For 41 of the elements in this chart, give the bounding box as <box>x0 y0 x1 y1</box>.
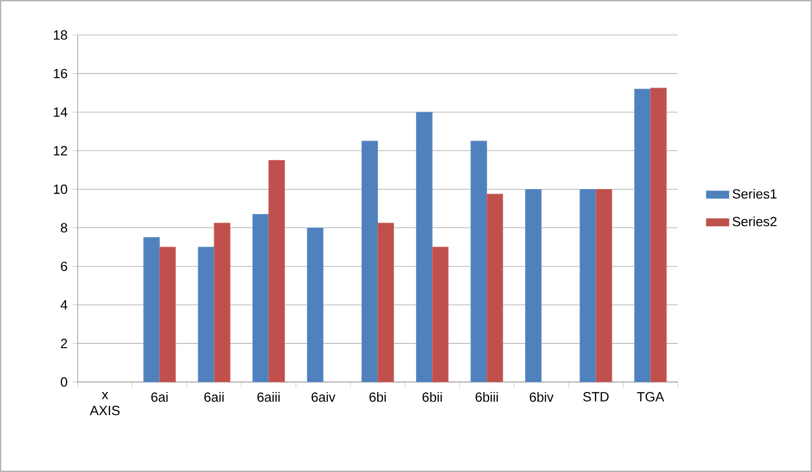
bar <box>634 88 651 382</box>
bar <box>143 237 160 382</box>
legend-label: Series2 <box>732 216 777 226</box>
x-tick-label: STD <box>583 392 609 402</box>
x-tick-label: 6aiii <box>257 392 280 402</box>
x-tick-label: 6bii <box>422 392 442 402</box>
y-tick-label: 2 <box>60 338 68 348</box>
y-tick-label: 18 <box>54 30 68 40</box>
bar <box>159 246 176 382</box>
y-tick-label: 14 <box>54 108 68 117</box>
bar <box>596 188 612 382</box>
bar <box>416 112 433 382</box>
bar <box>470 140 488 382</box>
bar <box>432 246 449 382</box>
y-tick-label: 4 <box>60 300 68 310</box>
bar <box>252 214 269 382</box>
bar <box>214 222 230 382</box>
y-tick-label: 6 <box>60 262 68 272</box>
bar <box>525 188 542 382</box>
x-tick-label: 6ai <box>151 392 168 402</box>
y-tick-label: 8 <box>60 223 68 232</box>
y-tick-label: 10 <box>54 184 68 194</box>
legend-label: Series1 <box>732 188 777 199</box>
bar <box>198 246 214 382</box>
x-tick-label: x AXIS <box>90 392 120 416</box>
bar <box>650 88 667 382</box>
bar <box>268 160 285 382</box>
bar <box>486 194 504 382</box>
bar <box>377 222 394 382</box>
bar <box>361 140 378 382</box>
x-tick-label: 6biii <box>476 392 498 402</box>
bar <box>306 228 324 382</box>
y-tick-label: 12 <box>54 146 68 156</box>
y-tick-label: 0 <box>60 377 68 387</box>
x-tick-label: 6aiv <box>312 392 336 402</box>
x-tick-label: TGA <box>637 392 664 402</box>
bar <box>580 188 596 382</box>
y-tick-label: 16 <box>54 68 68 78</box>
x-tick-label: 6bi <box>370 392 386 402</box>
x-tick-label: 6aii <box>204 392 224 402</box>
x-tick-label: 6biv <box>530 392 554 402</box>
